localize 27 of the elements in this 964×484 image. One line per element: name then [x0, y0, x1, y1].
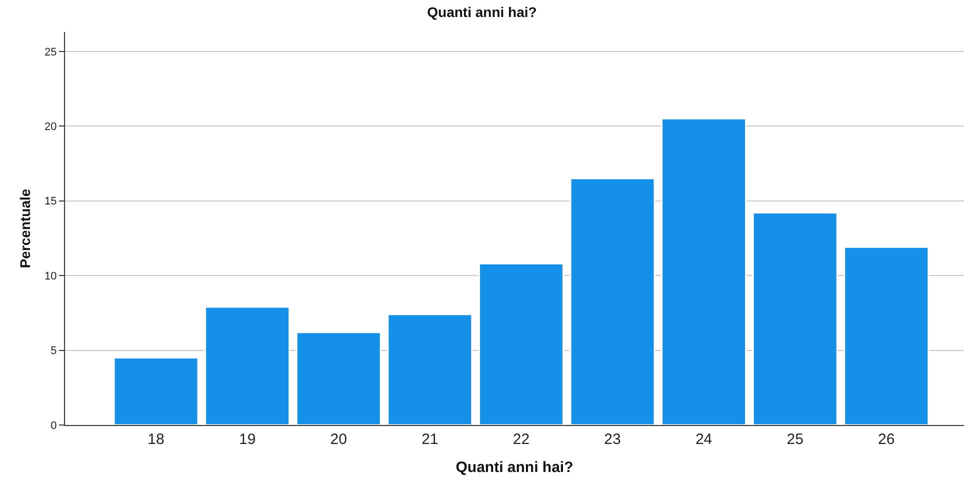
bar: [478, 262, 564, 425]
x-tick-label: 20: [330, 431, 347, 448]
chart-title: Quanti anni hai?: [427, 4, 537, 20]
bar: [752, 212, 838, 425]
y-tick-label: 10: [44, 270, 57, 282]
bar: [204, 306, 290, 425]
x-tick-label: 24: [695, 431, 712, 448]
y-tick-label: 25: [44, 46, 57, 58]
x-tick-label: 21: [422, 431, 438, 448]
x-tick-label: 22: [512, 431, 530, 448]
x-axis-title: Quanti anni hai?: [456, 459, 574, 476]
x-tick-label: 19: [238, 431, 256, 448]
bar: [570, 178, 656, 425]
y-axis-title: Percentuale: [17, 188, 34, 268]
y-tick-label: 15: [44, 196, 57, 208]
y-tick-label: 20: [44, 120, 57, 133]
x-tick-label: 26: [878, 431, 895, 448]
y-tick-label: 5: [50, 345, 57, 358]
y-tick-label: 0: [50, 420, 57, 432]
x-tick-label: 25: [786, 431, 804, 448]
bar: [844, 246, 930, 425]
bar: [661, 118, 747, 425]
bar: [113, 357, 199, 425]
bar: [296, 332, 382, 425]
bar: [387, 314, 473, 425]
x-tick-label: 18: [148, 431, 164, 448]
x-tick-label: 23: [604, 431, 621, 448]
